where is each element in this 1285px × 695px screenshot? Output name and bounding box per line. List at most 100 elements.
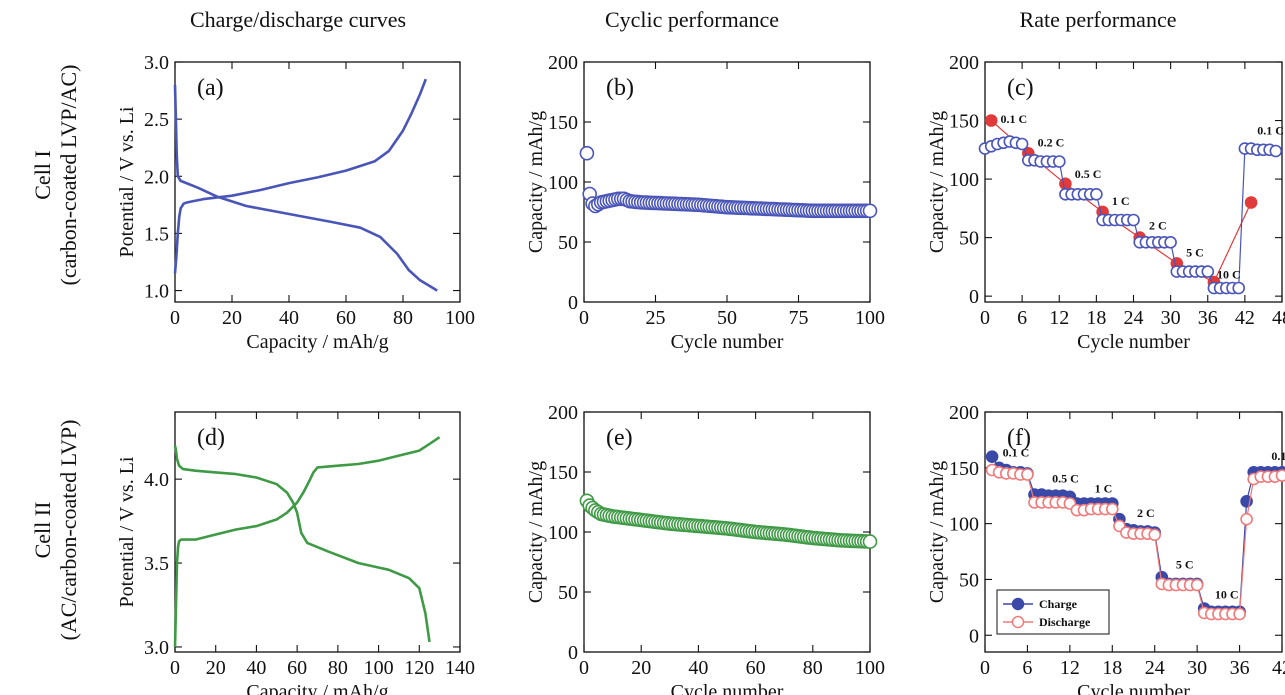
y-tick-label: 0 [568,642,578,664]
data-point [985,450,999,464]
x-tick-label: 12 [1060,657,1080,679]
data-point [1090,188,1103,201]
y-tick-label: 3.5 [144,553,169,575]
x-tick-label: 100 [855,657,885,679]
legend-marker [1011,615,1025,629]
rate-label: 1 C [1112,194,1130,208]
data-point [1021,468,1034,481]
y-tick-label: 0 [969,286,979,308]
x-tick-label: 75 [789,307,809,329]
x-tick-label: 140 [445,657,475,679]
data-point [862,203,878,219]
data-point [1053,155,1066,168]
panel-a-charge-discharge-cell-1: 0 20 40 60 80 100 1.0 1.5 2.0 2.5 3.0 Capacity / mA… [116,52,475,353]
x-tick-label: 48 [1272,307,1285,329]
x-tick-label: 60 [336,307,356,329]
row-title-cell-2: Cell II (AC/carbon-coated LVP) [30,420,81,641]
y-tick-label: 100 [949,514,979,536]
data-point [1015,137,1029,151]
x-tick-label: 40 [688,657,708,679]
y-tick-label: 150 [548,462,578,484]
x-tick-label: 42 [1235,307,1255,329]
data-point [1269,144,1283,158]
x-axis-label: Capacity / mAh/g [246,331,388,353]
panel-b-cyclic-cell-1: 0 25 50 75 100 0 50 100 150 200 Cycle number Capaci… [525,52,885,353]
x-axis-label: Capacity / mAh/g [246,681,388,695]
data-point [1240,512,1253,526]
x-tick-label: 0 [980,307,990,329]
x-tick-label: 0 [170,657,180,679]
data-point [1148,528,1161,542]
rate-label: 2 C [1137,506,1155,520]
data-point [1275,469,1285,482]
plot-frame [174,411,461,653]
x-tick-label: 25 [646,307,666,329]
column-title-cyclic: Cyclic performance [605,7,779,32]
y-tick-label: 2.0 [144,166,169,188]
rate-label: 0.5 C [1052,471,1079,485]
y-axis-label: Potential / V vs. Li [116,106,138,257]
data-point [1127,213,1140,227]
x-tick-label: 42 [1272,657,1285,679]
row-title-cell-2-name: Cell II [30,502,55,559]
data-point [579,145,595,161]
y-tick-label: 200 [949,402,979,424]
y-axis-label: Potential / V vs. Li [116,456,138,607]
y-tick-label: 100 [548,172,578,194]
data-point [1164,236,1177,249]
rate-label: 5 C [1176,557,1194,571]
legend-entry: Discharge [1039,615,1091,629]
rate-label: 0.1 C [1000,112,1027,126]
data-point [862,534,878,549]
y-tick-label: 150 [548,112,578,134]
x-tick-label: 80 [328,657,348,679]
x-tick-label: 30 [1161,307,1181,329]
panel-d-charge-discharge-cell-2: 0 20 40 60 80 100 120 140 3.0 3.5 4.0 Capacity / mA… [116,411,475,695]
column-title-charge-discharge: Charge/discharge curves [190,7,406,32]
panel-label: (e) [606,425,633,451]
curve-line-2 [173,84,438,292]
panel-f-rate-cell-2: 0 6 12 18 24 30 36 42 0 50 100 150 200 Cycle number Ca… [926,402,1285,695]
x-tick-label: 40 [246,657,266,679]
data-point [1233,607,1246,621]
y-tick-label: 4.0 [144,469,169,491]
y-tick-label: 1.0 [144,281,169,303]
y-axis-label: Capacity / mAh/g [525,461,547,603]
data-point [1244,196,1258,209]
y-tick-label: 3.0 [144,637,169,659]
x-tick-label: 18 [1102,657,1122,679]
y-tick-label: 2.5 [144,109,169,131]
y-axis-label: Capacity / mAh/g [926,461,948,603]
y-tick-label: 200 [949,52,979,74]
data-point [1190,578,1204,592]
x-tick-label: 0 [579,307,589,329]
x-tick-label: 20 [631,657,651,679]
panel-label: (c) [1007,75,1034,101]
x-tick-label: 20 [222,307,242,329]
y-axis-label: Capacity / mAh/g [525,111,547,253]
y-tick-label: 50 [959,228,979,250]
panel-label: (f) [1007,425,1031,451]
panel-label: (a) [197,75,224,101]
data-point [1232,281,1245,295]
plot-frame [174,61,461,303]
x-axis-label: Cycle number [671,681,784,695]
row-title-cell-1-config: (carbon-coated LVP/AC) [56,65,81,286]
y-tick-label: 50 [558,582,578,604]
rate-label: 1 C [1095,481,1113,495]
y-axis-label: Capacity / mAh/g [926,111,948,253]
column-title-rate: Rate performance [1020,7,1177,32]
data-point [1201,265,1215,278]
y-tick-label: 0 [568,292,578,314]
x-tick-label: 12 [1049,307,1069,329]
y-tick-label: 3.0 [144,52,169,74]
rate-label: 0.1 C [1271,449,1285,463]
x-tick-label: 120 [404,657,434,679]
x-tick-label: 100 [445,307,475,329]
curve-line-1 [173,78,428,274]
x-tick-label: 18 [1086,307,1106,329]
curve-line-1 [173,436,441,648]
x-axis-label: Cycle number [671,331,784,353]
x-tick-label: 40 [279,307,299,329]
rate-label: 0.5 C [1075,167,1102,181]
